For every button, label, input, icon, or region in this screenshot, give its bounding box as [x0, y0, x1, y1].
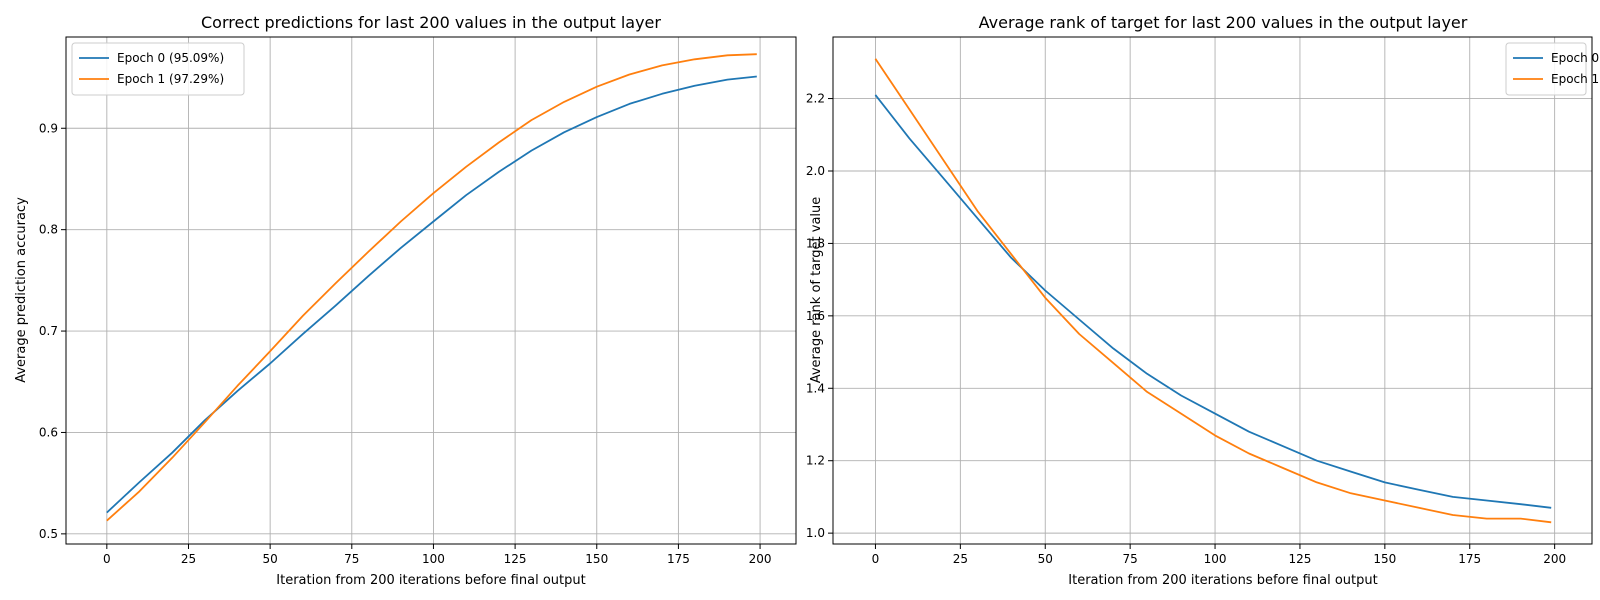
series-line-0 — [106, 75, 757, 514]
series-line-0 — [874, 94, 1552, 509]
legend-label: Epoch 0 (95.09%) — [117, 51, 224, 65]
y-tick-label: 1.8 — [806, 236, 825, 250]
grid — [833, 37, 1592, 544]
x-tick-label: 150 — [1373, 552, 1396, 566]
x-tick-label: 175 — [1458, 552, 1481, 566]
series-line-1 — [874, 58, 1552, 524]
series-lines — [106, 53, 757, 522]
y-axis-label: Average prediction accuracy — [14, 197, 29, 383]
y-tick-label: 2.2 — [806, 92, 825, 106]
x-tick-label: 125 — [1288, 552, 1311, 566]
y-tick-label: 0.5 — [39, 527, 58, 541]
x-tick-label: 200 — [1543, 552, 1566, 566]
y-tick-label: 0.6 — [39, 425, 58, 439]
legend: Epoch 0 Epoch 1 — [1505, 42, 1599, 96]
x-tick-label: 125 — [504, 552, 527, 566]
legend-box — [1505, 42, 1587, 96]
x-tick-label: 75 — [344, 552, 359, 566]
y-tick-label: 0.8 — [39, 223, 58, 237]
legend: Epoch 0 (95.09%) Epoch 1 (97.29%) — [71, 42, 245, 96]
series-line-1 — [106, 53, 757, 522]
chart-title: Average rank of target for last 200 valu… — [979, 13, 1468, 32]
x-tick-label: 25 — [181, 552, 196, 566]
legend-box — [71, 42, 245, 96]
ticks: 0 25 50 75 100 125 150 175 200 1.0 1.2 1.4 1.6 1.8 2.0… — [806, 92, 1566, 566]
x-tick-label: 50 — [262, 552, 277, 566]
x-tick-label: 100 — [422, 552, 445, 566]
x-tick-label: 175 — [667, 552, 690, 566]
plot-frame — [832, 36, 1593, 545]
x-axis-label: Iteration from 200 iterations before fin… — [1068, 573, 1377, 588]
plot-frame — [65, 36, 797, 545]
legend-label: Epoch 0 — [1551, 51, 1599, 65]
grid — [66, 37, 796, 544]
y-tick-label: 1.6 — [806, 309, 825, 323]
ticks: 0 25 50 75 100 125 150 175 200 0.5 0.6 0.7 0.8 0.9 — [39, 121, 772, 566]
y-tick-label: 0.7 — [39, 324, 58, 338]
x-tick-label: 75 — [1123, 552, 1138, 566]
x-tick-label: 150 — [585, 552, 608, 566]
y-axis-label: Average rank of target value — [809, 197, 824, 384]
x-tick-label: 0 — [103, 552, 111, 566]
legend-label: Epoch 1 — [1551, 72, 1599, 86]
x-tick-label: 200 — [749, 552, 772, 566]
chart-title: Correct predictions for last 200 values … — [201, 13, 661, 32]
x-tick-label: 25 — [953, 552, 968, 566]
y-tick-label: 1.0 — [806, 526, 825, 540]
accuracy-chart: Correct predictions for last 200 values … — [14, 13, 797, 588]
y-tick-label: 0.9 — [39, 121, 58, 135]
series-lines — [874, 58, 1552, 524]
y-tick-label: 1.4 — [806, 381, 825, 395]
x-tick-label: 0 — [872, 552, 880, 566]
legend-label: Epoch 1 (97.29%) — [117, 72, 224, 86]
y-tick-label: 1.2 — [806, 454, 825, 468]
x-axis-label: Iteration from 200 iterations before fin… — [276, 573, 585, 588]
rank-chart: Average rank of target for last 200 valu… — [806, 13, 1599, 588]
x-tick-label: 100 — [1204, 552, 1227, 566]
x-tick-label: 50 — [1038, 552, 1053, 566]
y-tick-label: 2.0 — [806, 164, 825, 178]
